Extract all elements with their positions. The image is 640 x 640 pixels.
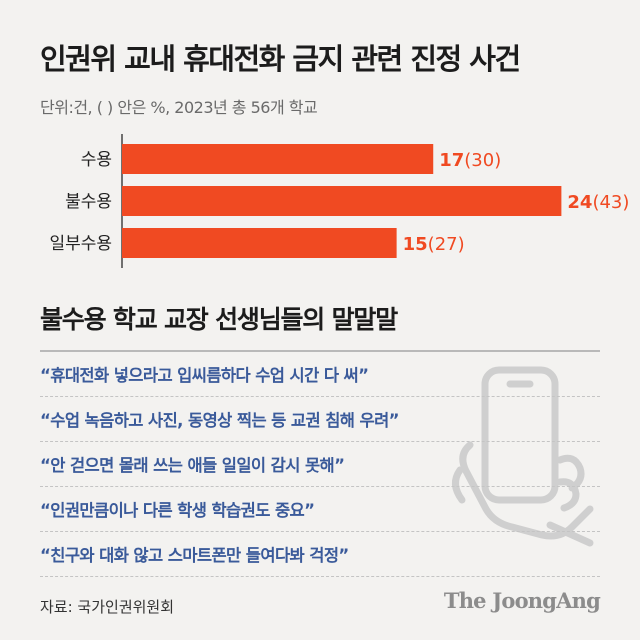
bar-value-label: 15(27) (403, 234, 465, 255)
publisher-logo: The JoongAng (443, 588, 601, 613)
bar-chart: 수용 17(30) 불수용 24(43) 일부수용 15(27) (49, 134, 629, 268)
source-note: 자료: 국가인권위원회 (40, 598, 175, 616)
category-label: 일부수용 (49, 234, 112, 254)
category-label: 불수용 (65, 192, 112, 212)
quote-text: “수업 녹음하고 사진, 동영상 찍는 등 교권 침해 우려” (40, 411, 400, 430)
bar-value-label: 24(43) (567, 192, 629, 213)
section-divider (40, 350, 600, 352)
hand-holding-phone-icon (452, 366, 594, 547)
bar (122, 186, 562, 216)
section-title: 불수용 학교 교장 선생님들의 말말말 (40, 305, 398, 334)
bar (122, 228, 397, 258)
bar (122, 144, 434, 174)
quote-text: “인권만큼이나 다른 학생 학습권도 중요” (40, 501, 315, 520)
chart-title: 인권위 교내 휴대전화 금지 관련 진정 사건 (40, 42, 521, 76)
quote-text: “안 걷으면 몰래 쓰는 애들 일일이 감시 못해” (40, 456, 345, 475)
quote-text: “휴대전화 넣으라고 입씨름하다 수업 시간 다 써” (40, 366, 369, 385)
list-item: “인권만큼이나 다른 학생 학습권도 중요” (40, 487, 600, 532)
list-item: “수업 녹음하고 사진, 동영상 찍는 등 교권 침해 우려” (40, 397, 600, 442)
quote-text: “친구와 대화 않고 스마트폰만 들여다봐 걱정” (40, 546, 349, 565)
unit-note: 단위:건, ( ) 안은 %, 2023년 총 56개 학교 (40, 98, 318, 117)
list-item: “친구와 대화 않고 스마트폰만 들여다봐 걱정” (40, 532, 600, 577)
bar-value-label: 17(30) (439, 150, 501, 171)
quotes-list: “휴대전화 넣으라고 입씨름하다 수업 시간 다 써” “수업 녹음하고 사진, … (40, 352, 600, 577)
list-item: “휴대전화 넣으라고 입씨름하다 수업 시간 다 써” (40, 352, 600, 397)
category-label: 수용 (81, 150, 112, 170)
list-item: “안 걷으면 몰래 쓰는 애들 일일이 감시 못해” (40, 442, 600, 487)
